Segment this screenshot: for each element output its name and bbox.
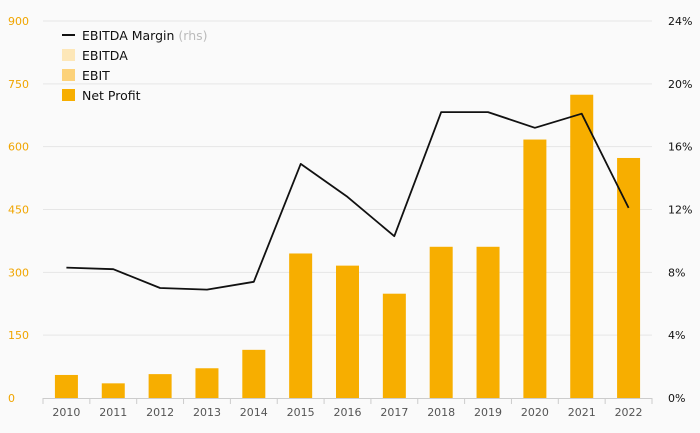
x-tick-label: 2019: [474, 406, 502, 419]
bar-net-profit: [289, 253, 313, 398]
bar-net-profit: [476, 246, 500, 398]
y-right-tick-label: 8%: [668, 266, 685, 279]
x-tick-label: 2010: [52, 406, 80, 419]
x-tick-label: 2013: [193, 406, 221, 419]
line-ebitda-margin: [66, 111, 630, 291]
bar-net-profit: [54, 374, 78, 398]
legend-label-note: (rhs): [178, 28, 207, 43]
legend-label: Net Profit: [82, 88, 141, 103]
bar-net-profit: [148, 374, 172, 398]
x-tick-label: 2015: [287, 406, 315, 419]
x-tick-label: 2021: [568, 406, 596, 419]
y-right-tick-label: 4%: [668, 329, 685, 342]
bar-net-profit: [101, 383, 125, 398]
bar-net-profit: [617, 157, 641, 398]
y-left-tick-label: 0: [8, 392, 15, 405]
x-tick-label: 2012: [146, 406, 174, 419]
x-tick-label: 2020: [521, 406, 549, 419]
legend-swatch: [62, 69, 75, 81]
legend: EBITDA Margin (rhs) EBITDA EBIT Net Profit: [62, 28, 208, 103]
x-tick-label: 2017: [380, 406, 408, 419]
bar-net-profit: [523, 139, 547, 398]
x-tick-label: 2014: [240, 406, 268, 419]
y-left-tick-label: 900: [8, 15, 29, 28]
legend-swatch: [62, 49, 75, 61]
legend-swatch: [62, 89, 75, 101]
bar-net-profit: [195, 368, 219, 398]
bar-net-profit: [570, 94, 594, 399]
y-right-tick-label: 20%: [668, 78, 692, 91]
gridlines: [43, 20, 652, 336]
y-right-tick-label: 24%: [668, 15, 692, 28]
y-left-tick-label: 750: [8, 78, 29, 91]
bar-net-profit: [336, 265, 359, 398]
bars: [54, 94, 641, 399]
x-tick-label: 2022: [615, 406, 643, 419]
legend-label: EBITDA Margin (rhs): [82, 28, 208, 43]
margin-line: [66, 111, 630, 291]
legend-label: EBIT: [82, 68, 110, 83]
x-tick-label: 2018: [427, 406, 455, 419]
y-right-tick-label: 16%: [668, 141, 692, 154]
y-right-tick-label: 0%: [668, 392, 685, 405]
bar-net-profit: [242, 349, 266, 398]
legend-label: EBITDA: [82, 48, 128, 63]
y-left-tick-label: 450: [8, 204, 29, 217]
axes: 0 0% 150 4% 300 8% 450 12% 600 16% 750 20% 900 24% 201…: [8, 15, 692, 419]
bar-net-profit: [429, 246, 453, 398]
y-left-tick-label: 300: [8, 266, 29, 279]
x-tick-label: 2011: [99, 406, 127, 419]
y-left-tick-label: 150: [8, 329, 29, 342]
y-right-tick-label: 12%: [668, 204, 692, 217]
x-tick-label: 2016: [334, 406, 362, 419]
y-left-tick-label: 600: [8, 141, 29, 154]
bar-net-profit: [382, 293, 406, 398]
